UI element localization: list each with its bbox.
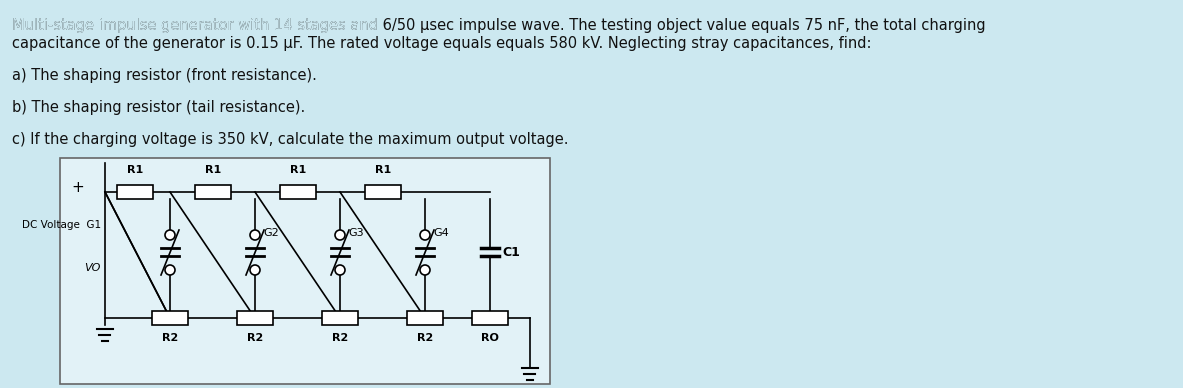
Text: +: + (72, 180, 84, 196)
Text: RO: RO (481, 333, 499, 343)
Text: VO: VO (85, 263, 101, 273)
Bar (60, 158, 550, 384)
Text: b) The shaping resistor (tail resistance).: b) The shaping resistor (tail resistance… (12, 100, 305, 115)
Text: G4: G4 (433, 228, 448, 238)
Text: R2: R2 (162, 333, 179, 343)
Text: Multi-stage impulse generator with 14 stages and 6/50 μsec impulse wave. The tes: Multi-stage impulse generator with 14 st… (12, 18, 985, 33)
Circle shape (335, 230, 345, 240)
Bar (472, 311, 508, 325)
Circle shape (420, 265, 429, 275)
Text: R1: R1 (375, 165, 392, 175)
Circle shape (420, 230, 429, 240)
Bar (117, 185, 153, 199)
Bar (151, 311, 188, 325)
Circle shape (164, 265, 175, 275)
Text: Multi-stage impulse generator with 14 stages and: Multi-stage impulse generator with 14 st… (12, 18, 382, 33)
Bar (366, 185, 401, 199)
Bar (407, 311, 442, 325)
Circle shape (335, 265, 345, 275)
Text: R1: R1 (205, 165, 221, 175)
Text: R2: R2 (332, 333, 348, 343)
Text: capacitance of the generator is 0.15 μF. The rated voltage equals equals 580 kV.: capacitance of the generator is 0.15 μF.… (12, 36, 872, 51)
Text: R1: R1 (127, 165, 143, 175)
Circle shape (250, 230, 260, 240)
Text: c) If the charging voltage is 350 kV, calculate the maximum output voltage.: c) If the charging voltage is 350 kV, ca… (12, 132, 569, 147)
Circle shape (250, 265, 260, 275)
Text: C1: C1 (502, 246, 519, 258)
Text: R1: R1 (290, 165, 306, 175)
Bar (237, 311, 273, 325)
Text: R2: R2 (416, 333, 433, 343)
Text: R2: R2 (247, 333, 263, 343)
Circle shape (164, 230, 175, 240)
Bar (280, 185, 316, 199)
Text: a) The shaping resistor (front resistance).: a) The shaping resistor (front resistanc… (12, 68, 317, 83)
Text: G3: G3 (348, 228, 363, 238)
Text: G2: G2 (263, 228, 279, 238)
Bar (195, 185, 231, 199)
Bar (322, 311, 358, 325)
Text: DC Voltage  G1: DC Voltage G1 (21, 220, 101, 230)
